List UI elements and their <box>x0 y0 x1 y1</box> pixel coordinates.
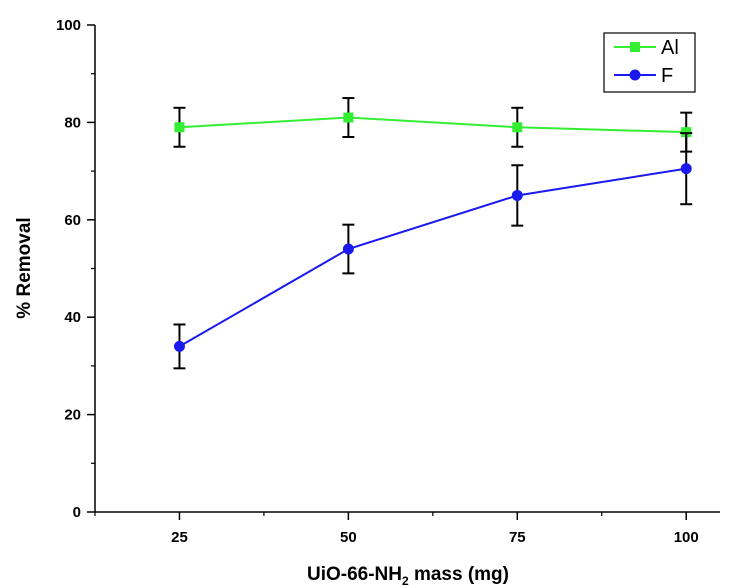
y-tick-label-20: 20 <box>64 407 81 424</box>
series-layer <box>173 97 693 370</box>
y-tick-label-60: 60 <box>64 212 81 229</box>
data-point-Al <box>343 112 354 123</box>
legend-item-F: F <box>614 65 673 87</box>
axes <box>94 25 720 513</box>
y-tick-label-100: 100 <box>56 17 81 34</box>
ticks <box>87 24 687 520</box>
data-point-Al <box>512 122 523 133</box>
series-line-F <box>178 167 687 348</box>
data-point-F <box>511 189 523 201</box>
legend-item-Al: Al <box>614 37 679 59</box>
y-tick-label-0: 0 <box>73 504 81 521</box>
series-line-Al <box>179 116 687 134</box>
y-tick-labels: 0 20 40 60 80 100 <box>56 17 81 521</box>
y-tick-label-40: 40 <box>64 309 81 326</box>
legend-box <box>603 32 696 93</box>
x-tick-label-100: 100 <box>674 529 699 546</box>
x-tick-label-50: 50 <box>340 529 357 546</box>
data-point-F <box>342 243 354 255</box>
legend-marker-Al <box>630 42 640 52</box>
series-F <box>173 132 693 370</box>
x-axis-title: UiO-66-NH2 mass (mg) <box>307 564 509 588</box>
x-tick-label-75: 75 <box>509 529 526 546</box>
x-tick-label-25: 25 <box>171 529 188 546</box>
data-point-F <box>173 340 185 352</box>
legend: Al F <box>603 32 696 93</box>
series-Al <box>173 97 693 153</box>
x-axis-title-main: UiO-66-NH <box>307 564 402 585</box>
y-tick-label-80: 80 <box>64 114 81 131</box>
legend-label-Al: Al <box>661 37 679 59</box>
data-point-F <box>680 163 692 175</box>
legend-marker-F <box>629 69 641 81</box>
x-axis-title-subscript: 2 <box>402 574 409 588</box>
y-axis-title: % Removal <box>14 217 35 318</box>
x-axis-title-rest: mass (mg) <box>409 564 509 585</box>
x-tick-labels: 25 50 75 100 <box>171 529 699 546</box>
legend-label-F: F <box>661 65 673 87</box>
data-point-Al <box>174 122 185 133</box>
